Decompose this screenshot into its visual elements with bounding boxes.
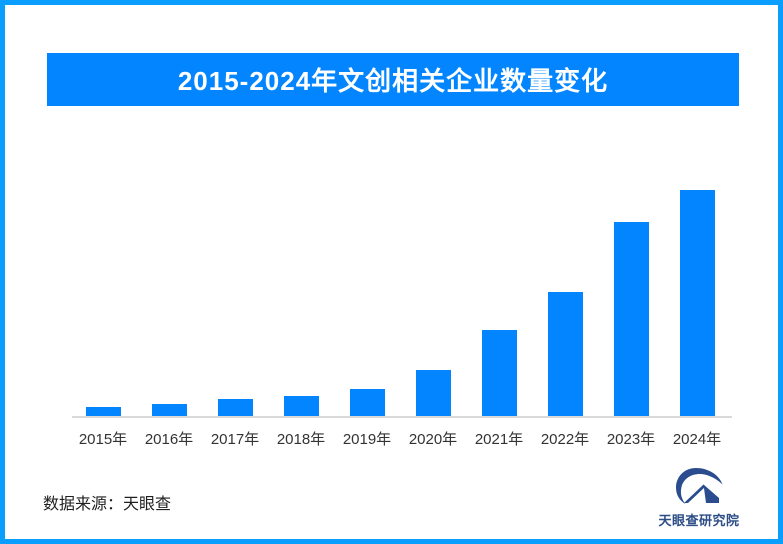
bar-2018年 (283, 396, 319, 416)
bar-2023年 (613, 222, 649, 416)
chart-title-banner: 2015-2024年文创相关企业数量变化 (47, 53, 739, 106)
x-tick-label: 2017年 (210, 431, 260, 448)
x-tick-label: 2015年 (78, 431, 128, 448)
bar-2019年 (349, 389, 385, 416)
x-tick-label: 2021年 (474, 431, 524, 448)
bar-2020年 (415, 370, 451, 416)
bar-2015年 (85, 407, 121, 416)
bar-2024年 (679, 190, 715, 416)
brand-block: 天眼查研究院 (649, 467, 749, 529)
brand-name: 天眼查研究院 (658, 513, 740, 528)
x-tick-label: 2022年 (540, 431, 590, 448)
x-tick-label: 2024年 (672, 431, 722, 448)
bar-2021年 (481, 330, 517, 416)
bar-chart-plot-area: 2015年 2016年 2017年 2018年 2019年 2020年 2021年 2022年… (5, 5, 778, 539)
x-axis-line (72, 416, 732, 418)
bar-2017年 (217, 399, 253, 416)
x-tick-label: 2019年 (342, 431, 392, 448)
tianyancha-eye-logo-icon (676, 468, 723, 504)
bar-2022年 (547, 292, 583, 416)
data-source-note: 数据来源：天眼查 (43, 496, 172, 513)
bar-2016年 (151, 404, 187, 416)
chart-title: 2015-2024年文创相关企业数量变化 (177, 66, 609, 96)
x-tick-label: 2020年 (408, 431, 458, 448)
x-tick-label: 2018年 (276, 431, 326, 448)
x-tick-label: 2023年 (606, 431, 656, 448)
x-tick-label: 2016年 (144, 431, 194, 448)
